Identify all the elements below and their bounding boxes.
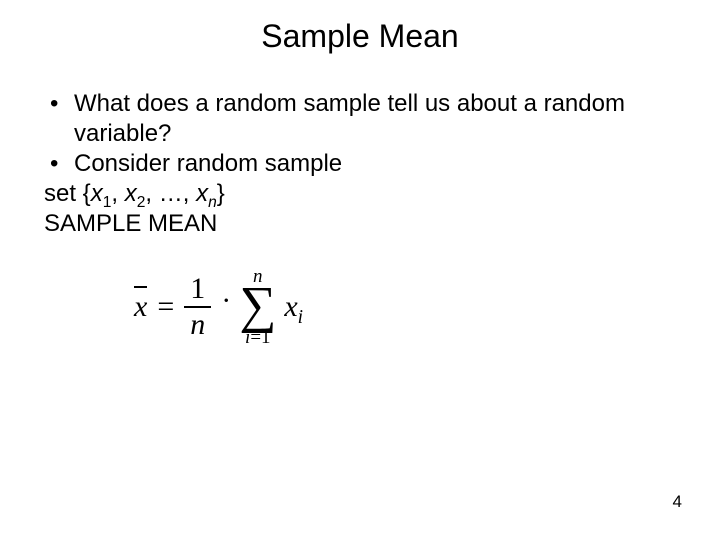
set-suffix: } [217, 180, 225, 207]
summand: xi [284, 288, 303, 326]
xbar-overline [134, 286, 147, 288]
set-sep: , [111, 180, 124, 207]
bullet-item: • What does a random sample tell us abou… [44, 89, 680, 149]
summand-sub: i [298, 307, 303, 328]
slide-content: • What does a random sample tell us abou… [40, 89, 680, 347]
set-x1-base: x [91, 180, 103, 207]
summation: n ∑ i=1 [239, 267, 276, 347]
set-prefix: set { [44, 180, 91, 207]
sample-mean-label: SAMPLE MEAN [44, 209, 680, 239]
bullet-dot-icon: • [44, 149, 74, 179]
fraction-denominator: n [184, 308, 211, 342]
fraction-numerator: 1 [184, 272, 211, 306]
sample-mean-formula: x = 1 n · n ∑ i=1 xi [134, 267, 680, 347]
set-line: set {x1, x2, …, xn} [44, 179, 680, 209]
bullet-text: Consider random sample [74, 149, 680, 179]
equals-sign: = [157, 288, 174, 326]
page-number: 4 [673, 492, 682, 512]
slide: Sample Mean • What does a random sample … [0, 0, 720, 540]
fraction-one-over-n: 1 n [184, 272, 211, 342]
bullet-item: • Consider random sample [44, 149, 680, 179]
set-x2-base: x [125, 180, 137, 207]
xbar-x: x [134, 290, 147, 323]
xbar: x [134, 288, 147, 326]
sigma-icon: ∑ [239, 284, 276, 328]
bullet-text: What does a random sample tell us about … [74, 89, 680, 149]
set-sep: , [145, 180, 158, 207]
set-xn-base: x [196, 180, 208, 207]
summand-base: x [284, 290, 297, 323]
summation-lower-val: 1 [261, 327, 271, 348]
summation-lower: i=1 [245, 328, 271, 347]
formula-region: x = 1 n · n ∑ i=1 xi [44, 267, 680, 347]
slide-title: Sample Mean [40, 18, 680, 55]
bullet-dot-icon: • [44, 89, 74, 119]
summation-lower-eq: = [250, 327, 261, 348]
set-ellipsis: …, [159, 180, 196, 207]
center-dot: · [221, 282, 231, 320]
